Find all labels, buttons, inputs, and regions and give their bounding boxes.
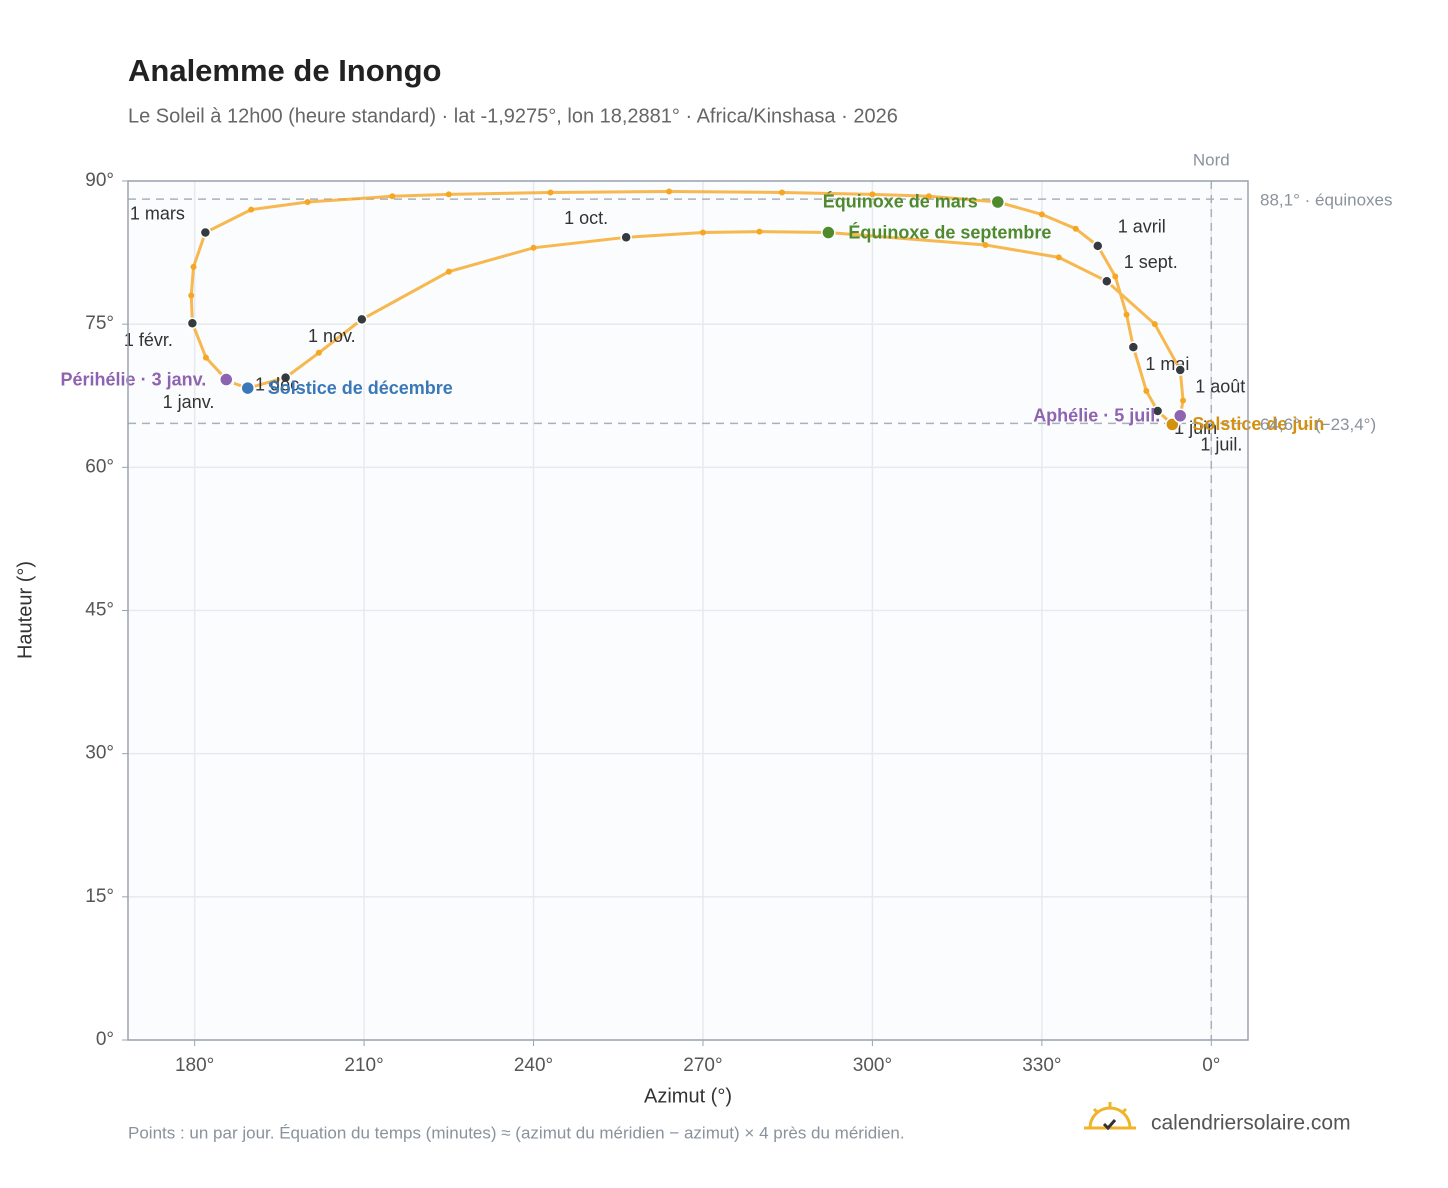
- y-tick-label: 60°: [85, 456, 114, 477]
- event-label: Périhélie · 3 janv.: [61, 369, 207, 389]
- x-tick-label: 270°: [683, 1055, 722, 1076]
- plot-frame: [127, 180, 1249, 1041]
- month-point: [186, 317, 199, 329]
- x-tick-label: 210°: [344, 1055, 383, 1076]
- day-point: [982, 241, 989, 248]
- day-point: [1055, 254, 1062, 261]
- month-label: 1 sept.: [1124, 252, 1178, 272]
- event-point: [240, 380, 255, 396]
- month-point: [279, 371, 292, 384]
- day-point: [666, 188, 673, 195]
- logo: [1084, 1102, 1136, 1131]
- month-label: 1 juin: [1174, 418, 1217, 438]
- day-point: [869, 191, 876, 198]
- day-point: [188, 292, 195, 299]
- reference-label: 64,6° · (−23,4°): [1260, 415, 1376, 434]
- month-label: 1 févr.: [124, 330, 173, 350]
- day-point: [389, 193, 396, 200]
- month-point: [1151, 405, 1164, 417]
- event-label: Solstice de juin: [1192, 414, 1324, 434]
- month-point: [199, 226, 212, 239]
- north-label: Nord: [1193, 150, 1230, 169]
- brand: calendriersolaire.com: [1151, 1112, 1351, 1135]
- y-tick-label: 0°: [96, 1029, 114, 1050]
- month-label: 1 juil.: [1200, 434, 1242, 454]
- month-label: 1 nov.: [308, 326, 356, 346]
- month-point: [1174, 364, 1186, 376]
- day-point: [925, 193, 932, 200]
- reference-label: 88,1° · équinoxes: [1260, 191, 1393, 210]
- y-tick-label: 45°: [85, 600, 114, 621]
- day-point: [445, 191, 452, 198]
- day-point: [1123, 311, 1130, 318]
- y-tick-label: 90°: [85, 170, 114, 191]
- x-tick-label: 330°: [1022, 1055, 1061, 1076]
- day-point: [1180, 397, 1187, 404]
- event-point: [990, 194, 1006, 210]
- event-point: [1172, 408, 1188, 424]
- day-point: [1151, 321, 1158, 328]
- month-point: [356, 313, 368, 326]
- month-label: 1 août: [1195, 377, 1245, 397]
- day-point: [202, 354, 209, 361]
- month-label: 1 mars: [130, 203, 185, 223]
- x-tick-label: 240°: [514, 1055, 553, 1076]
- day-point: [779, 189, 786, 196]
- day-point: [1072, 225, 1079, 232]
- event-point: [219, 372, 234, 387]
- month-label: 1 oct.: [564, 208, 608, 228]
- x-tick-label: 0°: [1202, 1055, 1220, 1076]
- x-tick-label: 180°: [175, 1055, 214, 1076]
- x-tick-label: 300°: [853, 1055, 892, 1076]
- y-tick-label: 75°: [85, 313, 114, 334]
- day-point: [756, 228, 763, 235]
- y-tick-label: 15°: [85, 886, 114, 907]
- chart-subtitle: Le Soleil à 12h00 (heure standard) · lat…: [128, 105, 898, 127]
- event-label: Aphélie · 5 juil.: [1033, 406, 1160, 426]
- day-point: [445, 268, 452, 275]
- month-label: 1 janv.: [163, 392, 215, 412]
- day-point: [1112, 273, 1119, 280]
- month-point: [1101, 275, 1113, 287]
- event-label: Équinoxe de mars: [823, 191, 978, 212]
- month-label: 1 déc.: [255, 374, 304, 394]
- day-point: [699, 229, 706, 236]
- day-point: [1038, 211, 1045, 218]
- x-axis-label: Azimut (°): [644, 1085, 732, 1107]
- day-point: [190, 263, 197, 270]
- y-tick-label: 30°: [85, 743, 114, 764]
- event-point: [821, 225, 836, 240]
- day-point: [304, 198, 311, 205]
- day-point: [1143, 387, 1150, 394]
- y-axis-label: Hauteur (°): [14, 561, 36, 659]
- day-point: [315, 349, 322, 356]
- day-point: [248, 206, 255, 213]
- day-point: [530, 244, 537, 251]
- footnote: Points : un par jour. Équation du temps …: [128, 1123, 905, 1142]
- event-label: Équinoxe de septembre: [848, 221, 1051, 242]
- chart-title: Analemme de Inongo: [128, 53, 441, 88]
- month-label: 1 avril: [1118, 217, 1166, 237]
- event-label: Solstice de décembre: [268, 378, 453, 398]
- month-point: [1092, 240, 1104, 252]
- month-point: [1127, 341, 1140, 353]
- month-point: [620, 231, 632, 244]
- day-point: [547, 189, 554, 196]
